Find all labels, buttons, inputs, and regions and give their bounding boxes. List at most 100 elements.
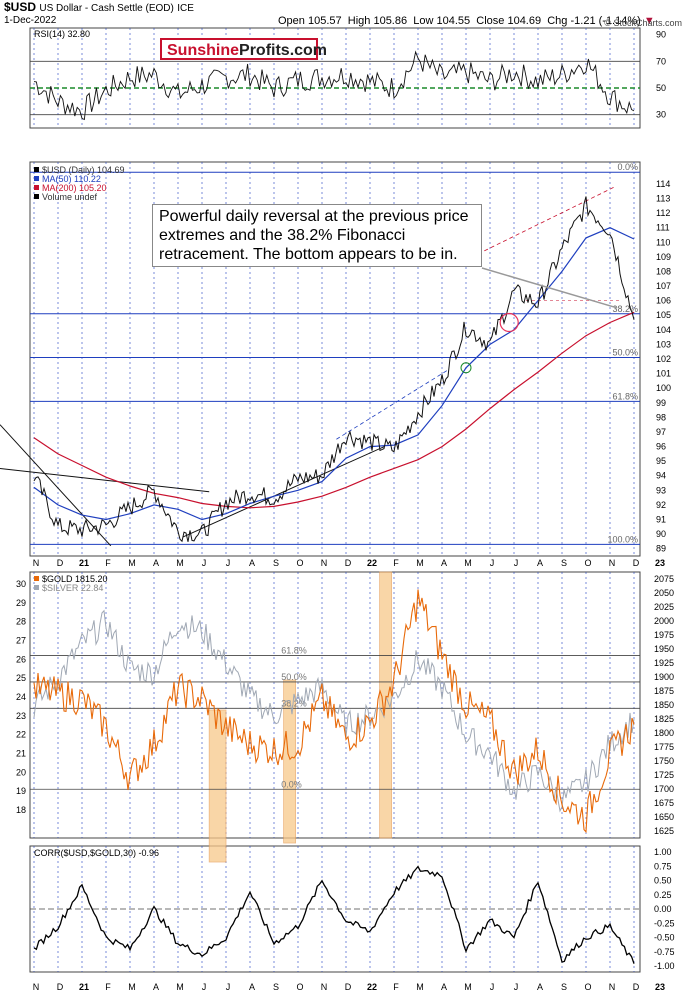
x-axis-label: M <box>464 558 472 568</box>
silver-tick-label: 28 <box>16 617 26 627</box>
legend-swatch <box>34 185 39 190</box>
x-axis-label: D <box>345 558 352 568</box>
rsi-tick-label: 30 <box>656 110 666 120</box>
silver-tick-label: 21 <box>16 749 26 759</box>
rsi-title: RSI(14) 32.80 <box>34 29 90 39</box>
annotation-arrow <box>481 267 618 309</box>
usd-tick-label: 98 <box>656 412 666 422</box>
silver-tick-label: 22 <box>16 730 26 740</box>
x-axis-label: A <box>537 982 543 992</box>
x-axis-label: F <box>393 982 399 992</box>
x-axis-label: M <box>176 558 184 568</box>
x-axis-label: N <box>33 982 40 992</box>
x-axis-label: J <box>490 982 495 992</box>
x-axis-label: M <box>176 982 184 992</box>
x-axis-label: J <box>514 558 519 568</box>
x-axis-label: D <box>633 982 640 992</box>
panel-frame-3 <box>29 571 641 839</box>
highlight-band <box>208 709 227 863</box>
silver-fib-label: 61.8% <box>281 646 307 656</box>
legend-swatch <box>34 176 39 181</box>
fib-label: 61.8% <box>612 391 638 401</box>
x-axis-label: O <box>584 982 591 992</box>
usd-tick-label: 100 <box>656 383 671 393</box>
usd-tick-label: 113 <box>656 193 670 203</box>
usd-legend-entry: $USD (Daily) 104.69 <box>42 165 125 175</box>
usd-tick-label: 96 <box>656 442 666 452</box>
ohlc-readout: Open 105.57 High 105.86 Low 104.55 Close… <box>278 15 655 27</box>
x-axis-label: F <box>105 982 111 992</box>
gold-tick-label: 1750 <box>654 756 674 766</box>
x-axis-label: F <box>393 558 399 568</box>
silver-tick-label: 27 <box>16 636 26 646</box>
silver-tick-label: 29 <box>16 598 26 608</box>
legend-swatch <box>34 576 39 581</box>
x-axis-label: 23 <box>655 558 665 568</box>
x-axis-label: 21 <box>79 558 89 568</box>
corr-tick-label: 1.00 <box>654 847 672 857</box>
usd-price-line <box>33 196 635 543</box>
x-axis-label: O <box>296 982 303 992</box>
x-axis-label: A <box>153 558 159 568</box>
x-axis-label: N <box>321 982 328 992</box>
panel-frame-2 <box>29 161 641 557</box>
ma50-line <box>33 227 635 521</box>
rsi-line <box>33 50 635 121</box>
legend-swatch <box>34 167 39 172</box>
silver-tick-label: 26 <box>16 654 26 664</box>
x-axis-label: F <box>105 558 111 568</box>
corr-tick-label: -0.25 <box>654 918 675 928</box>
x-axis-label: J <box>514 982 519 992</box>
usd-legend-entry: Volume undef <box>42 192 98 202</box>
highlight-circle <box>460 362 472 374</box>
usd-tick-label: 112 <box>656 208 670 218</box>
down-arrow-icon: ▼ <box>643 15 655 27</box>
fib-label: 38.2% <box>612 304 638 314</box>
channel-line <box>336 370 448 440</box>
usd-legend-entry: MA(200) 105.20 <box>42 183 107 193</box>
gold-tick-label: 1800 <box>654 728 674 738</box>
x-axis-label: M <box>464 982 472 992</box>
usd-tick-label: 104 <box>656 325 671 335</box>
gold-line <box>33 589 635 834</box>
corr-tick-label: 0.75 <box>654 861 672 871</box>
x-axis-label: N <box>321 558 328 568</box>
silver-fib-label: 0.0% <box>281 779 302 789</box>
gold-tick-label: 1625 <box>654 826 674 836</box>
usd-tick-label: 109 <box>656 252 671 262</box>
silver-tick-label: 18 <box>16 805 26 815</box>
silver-fib-label: 50.0% <box>281 672 307 682</box>
trend-line <box>0 424 112 547</box>
x-axis-label: O <box>584 558 591 568</box>
usd-tick-label: 97 <box>656 427 666 437</box>
x-axis-label: 22 <box>367 558 377 568</box>
silver-tick-label: 25 <box>16 673 26 683</box>
gold-silver-legend-entry: $SILVER 22.84 <box>42 583 103 593</box>
gold-tick-label: 1825 <box>654 714 674 724</box>
x-axis-label: N <box>609 558 616 568</box>
x-axis-label: S <box>273 558 279 568</box>
usd-tick-label: 108 <box>656 266 671 276</box>
corr-tick-label: 0.25 <box>654 890 672 900</box>
silver-tick-label: 24 <box>16 692 26 702</box>
x-axis-label: S <box>561 558 567 568</box>
usd-tick-label: 101 <box>656 369 671 379</box>
x-axis-label: A <box>249 558 255 568</box>
legend-swatch <box>34 585 39 590</box>
rsi-tick-label: 70 <box>656 56 666 66</box>
x-axis-label: J <box>226 982 231 992</box>
highlight-circle <box>499 312 519 333</box>
usd-tick-label: 107 <box>656 281 671 291</box>
symbol: $USD <box>4 0 37 14</box>
x-axis-label: A <box>441 558 447 568</box>
x-axis-label: A <box>537 558 543 568</box>
gold-tick-label: 2050 <box>654 588 674 598</box>
usd-tick-label: 93 <box>656 485 666 495</box>
x-axis-label: O <box>296 558 303 568</box>
x-axis-label: N <box>609 982 616 992</box>
copyright: © StockCharts.com <box>604 18 682 28</box>
corr-tick-label: -0.50 <box>654 933 675 943</box>
annotation-box: Powerful daily reversal at the previous … <box>152 204 482 267</box>
silver-fib-label: 38.2% <box>281 698 307 708</box>
x-axis-label: J <box>202 982 207 992</box>
